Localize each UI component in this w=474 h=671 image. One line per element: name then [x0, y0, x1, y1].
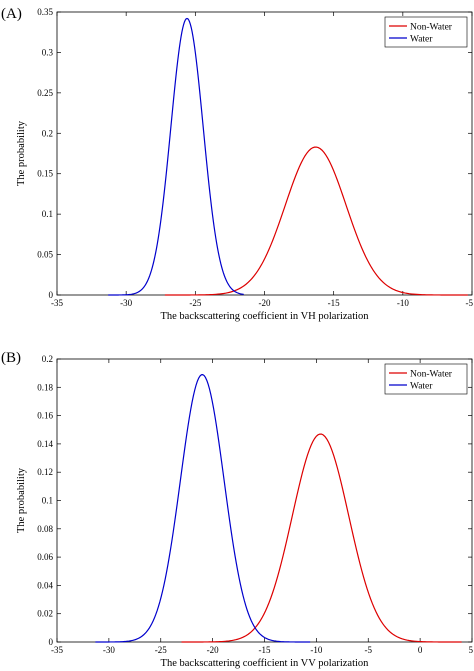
- y-tick-label: 0.2: [42, 354, 53, 364]
- y-tick-label: 0.06: [37, 552, 53, 562]
- y-tick-label: 0.25: [37, 88, 53, 98]
- panel-label-a: (A): [1, 6, 22, 22]
- y-tick-label: 0.14: [37, 439, 53, 449]
- x-tick-label: -30: [103, 645, 115, 655]
- x-tick-label: -35: [51, 645, 63, 655]
- legend-label: Water: [410, 35, 433, 45]
- plot-frame: [56, 11, 473, 296]
- x-tick-label: -35: [51, 298, 63, 308]
- y-tick-label: 0.1: [42, 209, 53, 219]
- y-tick-label: 0.3: [42, 47, 54, 57]
- series-line-water: [108, 17, 244, 296]
- y-tick-label: 0.2: [42, 128, 53, 138]
- series-line-non-water: [164, 146, 468, 296]
- series-line-water: [95, 374, 311, 643]
- x-tick-label: -5: [466, 298, 474, 308]
- panel-label-b: (B): [1, 350, 21, 366]
- x-tick-label: 5: [469, 645, 474, 655]
- y-tick-label: 0: [49, 637, 54, 647]
- x-tick-label: -5: [365, 645, 373, 655]
- y-axis-label: The probability: [16, 467, 27, 533]
- y-tick-label: 0.1: [42, 496, 53, 506]
- x-tick-label: -25: [189, 298, 201, 308]
- chart-panel-b: (B) -35 -30 -25 -20 -15 -10 -5 0 5 0 0.02 0.04 0.06 0…: [1, 350, 474, 669]
- x-tick-label: -20: [259, 298, 271, 308]
- y-tick-label: 0.08: [37, 524, 53, 534]
- y-tick-label: 0.15: [37, 169, 53, 179]
- legend-label: Non-Water: [410, 370, 453, 380]
- x-tick-label: -15: [259, 645, 271, 655]
- x-tick-label: -10: [310, 645, 322, 655]
- x-tick-label: -25: [155, 645, 167, 655]
- x-tick-label: -15: [328, 298, 340, 308]
- legend-label: Non-Water: [410, 23, 453, 33]
- y-tick-label: 0.02: [37, 609, 53, 619]
- y-axis-label: The probability: [16, 120, 27, 186]
- chart-panel-a: (A) -35 -30 -25 -20 -15 -10 -5 0 0.05 0.1 0.15 0.2 0…: [1, 6, 473, 322]
- legend: Non-Water Water: [384, 363, 468, 395]
- y-tick-label: 0.04: [37, 580, 53, 590]
- plot-frame: [56, 358, 473, 643]
- y-tick-label: 0.18: [37, 382, 53, 392]
- x-tick-label: -30: [120, 298, 132, 308]
- y-tick-label: 0.16: [37, 411, 53, 421]
- y-tick-label: 0: [49, 290, 54, 300]
- x-axis-label: The backscattering coefficient in VV pol…: [161, 658, 370, 669]
- legend: Non-Water Water: [384, 16, 468, 48]
- y-tick-label: 0.35: [37, 7, 53, 17]
- y-tick-label: 0.12: [37, 467, 53, 477]
- series-line-non-water: [181, 433, 462, 643]
- legend-box: [384, 363, 468, 395]
- x-tick-label: 0: [418, 645, 423, 655]
- legend-label: Water: [410, 382, 433, 392]
- y-tick-label: 0.05: [37, 250, 53, 260]
- legend-box: [384, 16, 468, 48]
- x-tick-label: -10: [397, 298, 409, 308]
- x-axis-label: The backscattering coefficient in VH pol…: [160, 311, 369, 322]
- x-tick-label: -20: [207, 645, 219, 655]
